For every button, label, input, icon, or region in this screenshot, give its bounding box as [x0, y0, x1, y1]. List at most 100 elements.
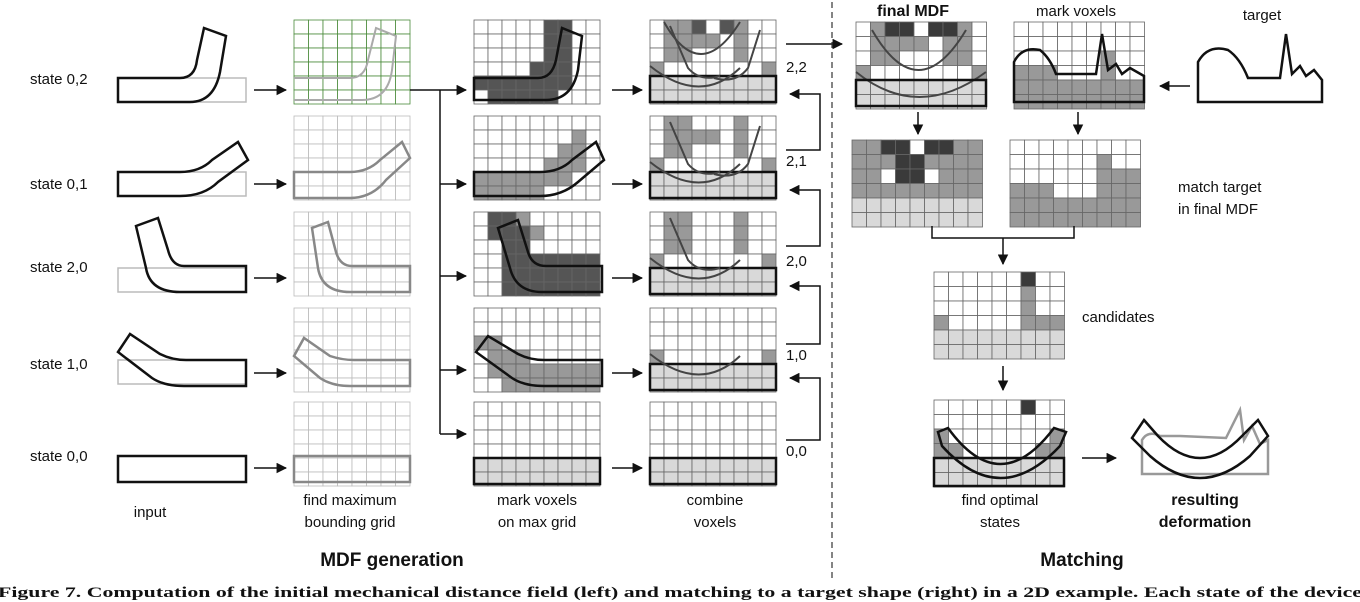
- voxel: [293, 377, 309, 393]
- voxel: [761, 239, 777, 255]
- voxel: [1020, 344, 1036, 360]
- voxel: [293, 211, 309, 227]
- voxel: [1096, 154, 1112, 170]
- voxel: [380, 307, 396, 323]
- voxel: [691, 457, 707, 473]
- voxel: [1028, 65, 1044, 81]
- voxel: [649, 143, 665, 159]
- voxel: [1009, 197, 1025, 213]
- voxel: [928, 36, 944, 52]
- voxel: [884, 36, 900, 52]
- voxel: [747, 75, 763, 91]
- mark-shape-0-2: [472, 26, 584, 102]
- voxel: [761, 33, 777, 49]
- voxel: [761, 307, 777, 323]
- voxel: [1035, 344, 1051, 360]
- voxel: [663, 335, 679, 351]
- voxel: [938, 154, 954, 170]
- voxel: [308, 225, 324, 241]
- voxel: [1100, 79, 1116, 95]
- voxel: [733, 321, 749, 337]
- figure-caption: Figure 7. Computation of the initial mec…: [0, 585, 1360, 601]
- voxel: [747, 349, 763, 365]
- voxel: [962, 271, 978, 287]
- voxel: [1035, 399, 1051, 415]
- voxel: [663, 61, 679, 77]
- voxel: [571, 363, 587, 379]
- voxel: [543, 211, 559, 227]
- bounding-grid-1-0: [293, 307, 411, 393]
- voxel: [395, 19, 411, 35]
- bounding-shape-2-0: [310, 220, 412, 294]
- voxel: [487, 129, 503, 145]
- voxel: [337, 211, 353, 227]
- voxel: [473, 307, 489, 323]
- voxel: [501, 157, 517, 173]
- voxel: [395, 401, 411, 417]
- combine-label-0-0: 0,0: [786, 443, 807, 460]
- voxel: [293, 429, 309, 445]
- voxel: [351, 335, 367, 351]
- optimal-label-1: find optimal: [962, 492, 1039, 509]
- voxel: [1009, 168, 1025, 184]
- voxel: [543, 129, 559, 145]
- voxel: [585, 443, 601, 459]
- voxel: [308, 171, 324, 187]
- voxel: [1013, 79, 1029, 95]
- voxel: [1067, 183, 1083, 199]
- voxel: [705, 225, 721, 241]
- voxel: [677, 349, 693, 365]
- matching-grids: [851, 21, 1146, 488]
- voxel: [487, 443, 503, 459]
- voxel: [677, 225, 693, 241]
- voxel: [473, 157, 489, 173]
- voxel: [962, 399, 978, 415]
- combine-overlay-2: [669, 25, 721, 79]
- voxel: [747, 211, 763, 227]
- voxel: [337, 281, 353, 297]
- voxel: [719, 401, 735, 417]
- voxel: [585, 61, 601, 77]
- voxel: [1125, 212, 1141, 228]
- voxel: [1111, 154, 1127, 170]
- voxel: [719, 225, 735, 241]
- voxel: [473, 185, 489, 201]
- voxel: [733, 401, 749, 417]
- mark-voxels-label: mark voxels: [1036, 3, 1116, 20]
- voxel: [557, 443, 573, 459]
- voxel: [1006, 399, 1022, 415]
- voxel: [880, 183, 896, 199]
- voxel: [705, 335, 721, 351]
- voxel: [933, 399, 949, 415]
- combine-overlay-3: [713, 29, 761, 81]
- voxel: [351, 171, 367, 187]
- voxel: [380, 239, 396, 255]
- voxel: [380, 335, 396, 351]
- voxel: [529, 157, 545, 173]
- voxel: [557, 281, 573, 297]
- voxel: [953, 168, 969, 184]
- voxel: [1024, 154, 1040, 170]
- voxel: [733, 363, 749, 379]
- voxel: [515, 307, 531, 323]
- voxel: [747, 415, 763, 431]
- voxel: [962, 300, 978, 316]
- voxel: [866, 197, 882, 213]
- voxel: [663, 401, 679, 417]
- voxel: [1006, 344, 1022, 360]
- voxel: [1129, 36, 1145, 52]
- voxel: [293, 225, 309, 241]
- voxel: [1067, 168, 1083, 184]
- voxel: [1024, 212, 1040, 228]
- voxel: [515, 253, 531, 269]
- voxel: [529, 129, 545, 145]
- voxel: [366, 19, 382, 35]
- voxel: [1024, 183, 1040, 199]
- voxel: [1115, 50, 1131, 66]
- voxel: [515, 47, 531, 63]
- voxel: [585, 47, 601, 63]
- combined-voxel-grids: [648, 19, 778, 487]
- voxel: [308, 321, 324, 337]
- voxel: [487, 267, 503, 283]
